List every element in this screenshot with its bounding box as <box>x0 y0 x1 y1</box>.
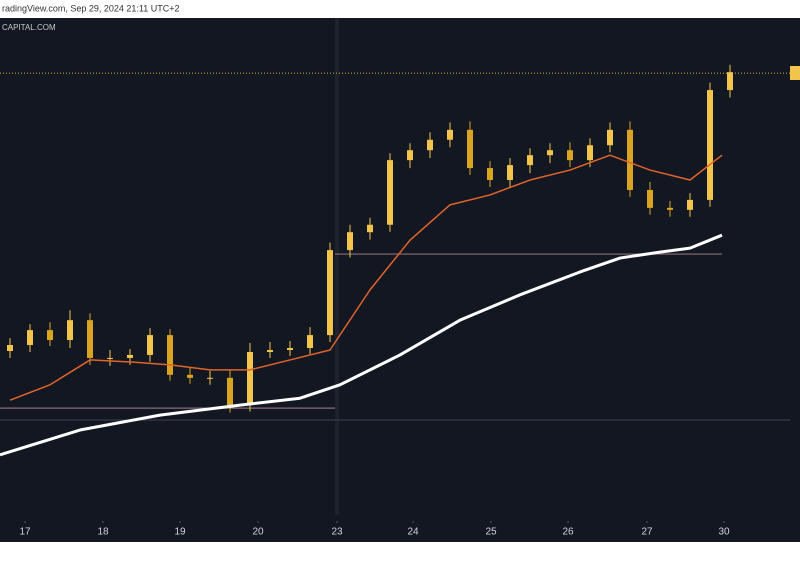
candle-body <box>487 168 493 181</box>
moving-average <box>0 233 723 457</box>
candle-body <box>387 160 393 225</box>
x-tick-label: 19 <box>174 527 186 538</box>
candle-body <box>127 354 133 358</box>
x-tick-label: 26 <box>562 527 574 538</box>
candle-body <box>547 150 553 156</box>
x-tick-label: 30 <box>718 527 730 538</box>
candle-body <box>407 150 413 161</box>
candle-body <box>707 90 713 200</box>
x-tick-label: 20 <box>252 527 264 538</box>
candle-body <box>187 374 193 378</box>
candle-body <box>67 320 73 341</box>
candle-body <box>7 345 13 351</box>
x-tick-label: 17 <box>19 527 31 538</box>
x-tick-label: 25 <box>485 527 497 538</box>
candle-body <box>307 335 313 349</box>
candle-body <box>27 330 33 346</box>
candle-body <box>87 320 93 358</box>
candle-body <box>447 129 453 140</box>
candle-body <box>47 330 53 341</box>
candle-body <box>527 155 533 166</box>
candle-body <box>267 349 273 352</box>
x-tick-label: 18 <box>97 527 109 538</box>
candle-body <box>607 129 613 146</box>
candle-body <box>347 232 353 251</box>
candle-body <box>667 207 673 210</box>
candle-body <box>247 351 253 406</box>
candle-body <box>207 377 213 379</box>
candle-body <box>567 150 573 161</box>
x-tick-label: 27 <box>641 527 653 538</box>
moving-average <box>9 154 723 401</box>
candle-body <box>467 129 473 169</box>
candle-body <box>647 189 653 208</box>
candle-body <box>587 145 593 161</box>
session-separator <box>335 18 339 515</box>
candle-body <box>327 250 333 336</box>
x-tick-label: 24 <box>407 527 419 538</box>
candle-body <box>107 357 113 359</box>
candle-body <box>687 199 693 210</box>
source: CAPITAL.COM <box>2 23 56 32</box>
candle-body <box>507 165 513 181</box>
candle-body <box>727 72 733 91</box>
plot-background <box>0 18 800 542</box>
candle-body <box>227 377 233 406</box>
candle-body <box>287 348 293 350</box>
candle-body <box>367 224 373 233</box>
candle-body <box>427 139 433 151</box>
price-tag <box>790 66 800 80</box>
candle-body <box>627 129 633 190</box>
header: radingView.com, Sep 29, 2024 21:11 UTC+2 <box>2 3 180 13</box>
candle-body <box>147 335 153 355</box>
x-tick-label: 23 <box>331 527 343 538</box>
candle-body <box>167 335 173 375</box>
